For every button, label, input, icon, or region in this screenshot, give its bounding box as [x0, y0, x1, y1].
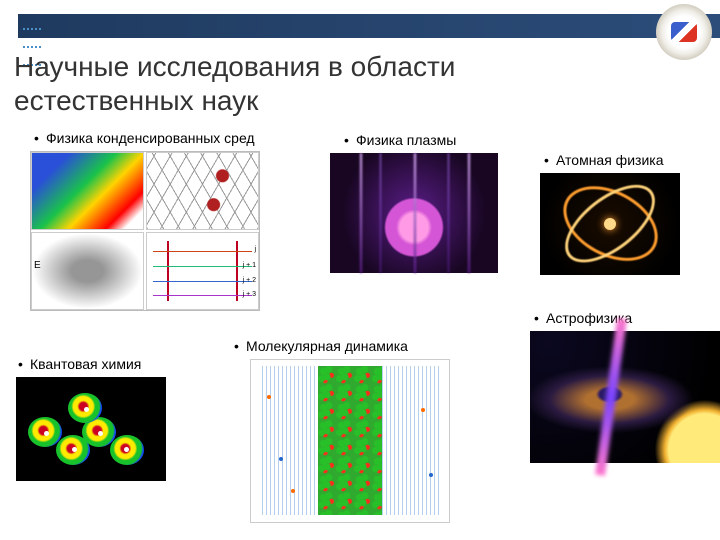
q4-label: j + 2: [243, 277, 256, 284]
thumb-qchem: [16, 377, 166, 481]
thumb-plasma: [330, 153, 498, 273]
university-logo: [656, 4, 712, 60]
thumb-astro: [530, 331, 720, 463]
item-label: Квантовая химия: [14, 356, 224, 373]
header-dots-icon: [22, 18, 50, 34]
title-line2: естественных наук: [14, 85, 258, 116]
item-plasma-physics: Физика плазмы: [340, 132, 520, 273]
item-label: Физика плазмы: [340, 132, 520, 149]
item-quantum-chemistry: Квантовая химия: [14, 356, 224, 481]
q4-label: j: [254, 246, 256, 253]
item-molecular-dynamics: Молекулярная динамика: [230, 338, 490, 523]
item-condensed-matter: Физика конденсированных сред j j + 1 j +…: [30, 130, 270, 311]
item-astrophysics: Астрофизика: [530, 310, 720, 463]
header-bar: [18, 14, 720, 38]
item-label: Физика конденсированных сред: [30, 130, 270, 147]
thumb-condensed-matter: j j + 1 j + 2 j + 3: [30, 151, 260, 311]
item-atomic-physics: Атомная физика: [540, 152, 720, 275]
q4-label: j + 1: [243, 262, 256, 269]
item-label: Атомная физика: [540, 152, 720, 169]
thumb-moldyn: [250, 359, 450, 523]
q4-label: j + 3: [243, 291, 256, 298]
thumb-atomic: [540, 173, 680, 275]
title-line1: Научные исследования в области: [14, 51, 455, 82]
item-label: Молекулярная динамика: [230, 338, 490, 355]
page-title: Научные исследования в области естествен…: [14, 50, 455, 117]
